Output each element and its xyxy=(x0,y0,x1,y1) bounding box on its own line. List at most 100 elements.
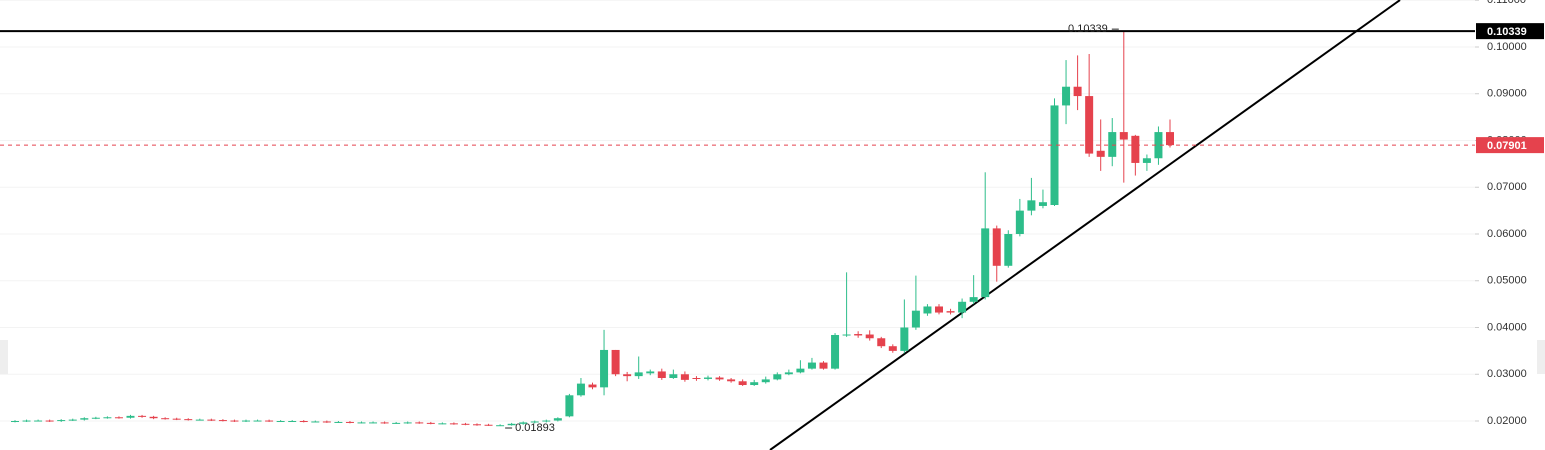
candle-body xyxy=(1004,234,1013,266)
trend-line xyxy=(769,0,1401,450)
price-tag-label: 0.10339 xyxy=(1487,26,1527,38)
candle-body xyxy=(22,420,31,422)
candle-body xyxy=(172,418,181,420)
candle-body xyxy=(357,422,366,424)
candle-body xyxy=(461,423,470,425)
candle-body xyxy=(91,417,100,419)
candle-body xyxy=(553,418,562,421)
y-tick-label: 0.06000 xyxy=(1487,228,1527,240)
candle-body xyxy=(369,422,378,424)
candle-body xyxy=(103,417,112,419)
candle-body xyxy=(1085,96,1094,154)
candle-body xyxy=(623,374,632,377)
candle-body xyxy=(519,422,528,424)
y-tick-label: 0.04000 xyxy=(1487,321,1527,333)
candle-body xyxy=(646,371,655,374)
candle-body xyxy=(426,422,435,424)
candle-body xyxy=(265,420,274,422)
candle-body xyxy=(322,421,331,423)
candle-body xyxy=(576,383,585,396)
candle-body xyxy=(1096,150,1105,157)
candle-body xyxy=(114,417,123,419)
candle-body xyxy=(715,377,724,380)
candle-body xyxy=(11,421,19,423)
candle-body xyxy=(1154,132,1163,159)
candle-body xyxy=(45,420,54,422)
candle-body xyxy=(438,423,447,425)
candle-body xyxy=(1050,105,1059,206)
candle-body xyxy=(900,327,909,351)
candle-body xyxy=(657,371,666,378)
candle-body xyxy=(542,420,551,422)
candle-body xyxy=(1038,202,1047,206)
candle-body xyxy=(1142,158,1151,163)
candle-body xyxy=(473,424,481,426)
candle-body xyxy=(692,378,701,379)
candle-body xyxy=(888,346,897,351)
y-tick-label: 0.11000 xyxy=(1487,0,1526,6)
scroll-handle-right[interactable] xyxy=(1537,340,1545,374)
y-tick-label: 0.09000 xyxy=(1487,88,1527,100)
candle-body xyxy=(565,395,574,417)
candle-body xyxy=(253,420,262,422)
candle-body xyxy=(981,228,990,298)
candle-body xyxy=(923,306,932,314)
candle-body xyxy=(1015,210,1024,234)
plot: 0.10339 0.01893 xyxy=(0,23,1475,434)
candle-body xyxy=(935,306,943,313)
candle-body xyxy=(334,421,343,423)
price-tag xyxy=(1476,137,1544,154)
candle-body xyxy=(865,334,874,339)
candle-body xyxy=(680,374,689,380)
candle-body xyxy=(819,362,828,369)
candle-body xyxy=(1166,132,1174,146)
candle-body xyxy=(761,379,770,383)
candle-body xyxy=(126,415,135,418)
candle-body xyxy=(80,418,89,420)
candle-body xyxy=(1062,86,1071,106)
grid xyxy=(0,0,1475,422)
candle-body xyxy=(380,422,389,424)
scroll-handle-left[interactable] xyxy=(0,340,8,374)
candle-body xyxy=(403,422,412,424)
candle-body xyxy=(611,349,620,375)
candle-body xyxy=(530,421,539,423)
candle-body xyxy=(727,379,736,382)
y-tick-label: 0.05000 xyxy=(1487,275,1527,287)
candle-body xyxy=(207,419,216,421)
candle-body xyxy=(588,384,597,388)
candle-body xyxy=(1108,132,1117,157)
candle-body xyxy=(218,420,227,422)
candle-body xyxy=(704,377,712,379)
candle-body xyxy=(784,372,793,375)
candle-body xyxy=(1027,200,1036,211)
price-tag-label: 0.07901 xyxy=(1487,140,1527,152)
candle-body xyxy=(1073,86,1082,97)
candle-body xyxy=(842,334,851,336)
candle-body xyxy=(242,420,250,422)
candle-body xyxy=(854,334,863,336)
candle-body xyxy=(311,421,320,423)
candle-body xyxy=(138,415,147,417)
candle-body xyxy=(345,421,354,423)
y-tick-label: 0.03000 xyxy=(1487,368,1527,380)
candle-body xyxy=(149,416,158,419)
low-marker-label: 0.01893 xyxy=(515,422,555,434)
price-axis: 0.02000 0.03000 0.04000 0.05000 0.06000 0.070… xyxy=(1475,0,1544,427)
candle-body xyxy=(807,362,816,369)
candle-body xyxy=(415,422,424,424)
candle-body xyxy=(161,418,170,420)
y-tick-label: 0.07000 xyxy=(1487,181,1527,193)
candle-body xyxy=(276,421,285,423)
candle-body xyxy=(911,310,920,328)
candle-body xyxy=(958,301,967,313)
candle-body xyxy=(1119,132,1128,140)
candle-body xyxy=(600,349,609,388)
candle-body xyxy=(230,420,239,422)
candle-body xyxy=(507,423,516,426)
candle-body xyxy=(634,372,643,377)
candle-body xyxy=(738,381,747,386)
candle-body xyxy=(449,423,458,425)
